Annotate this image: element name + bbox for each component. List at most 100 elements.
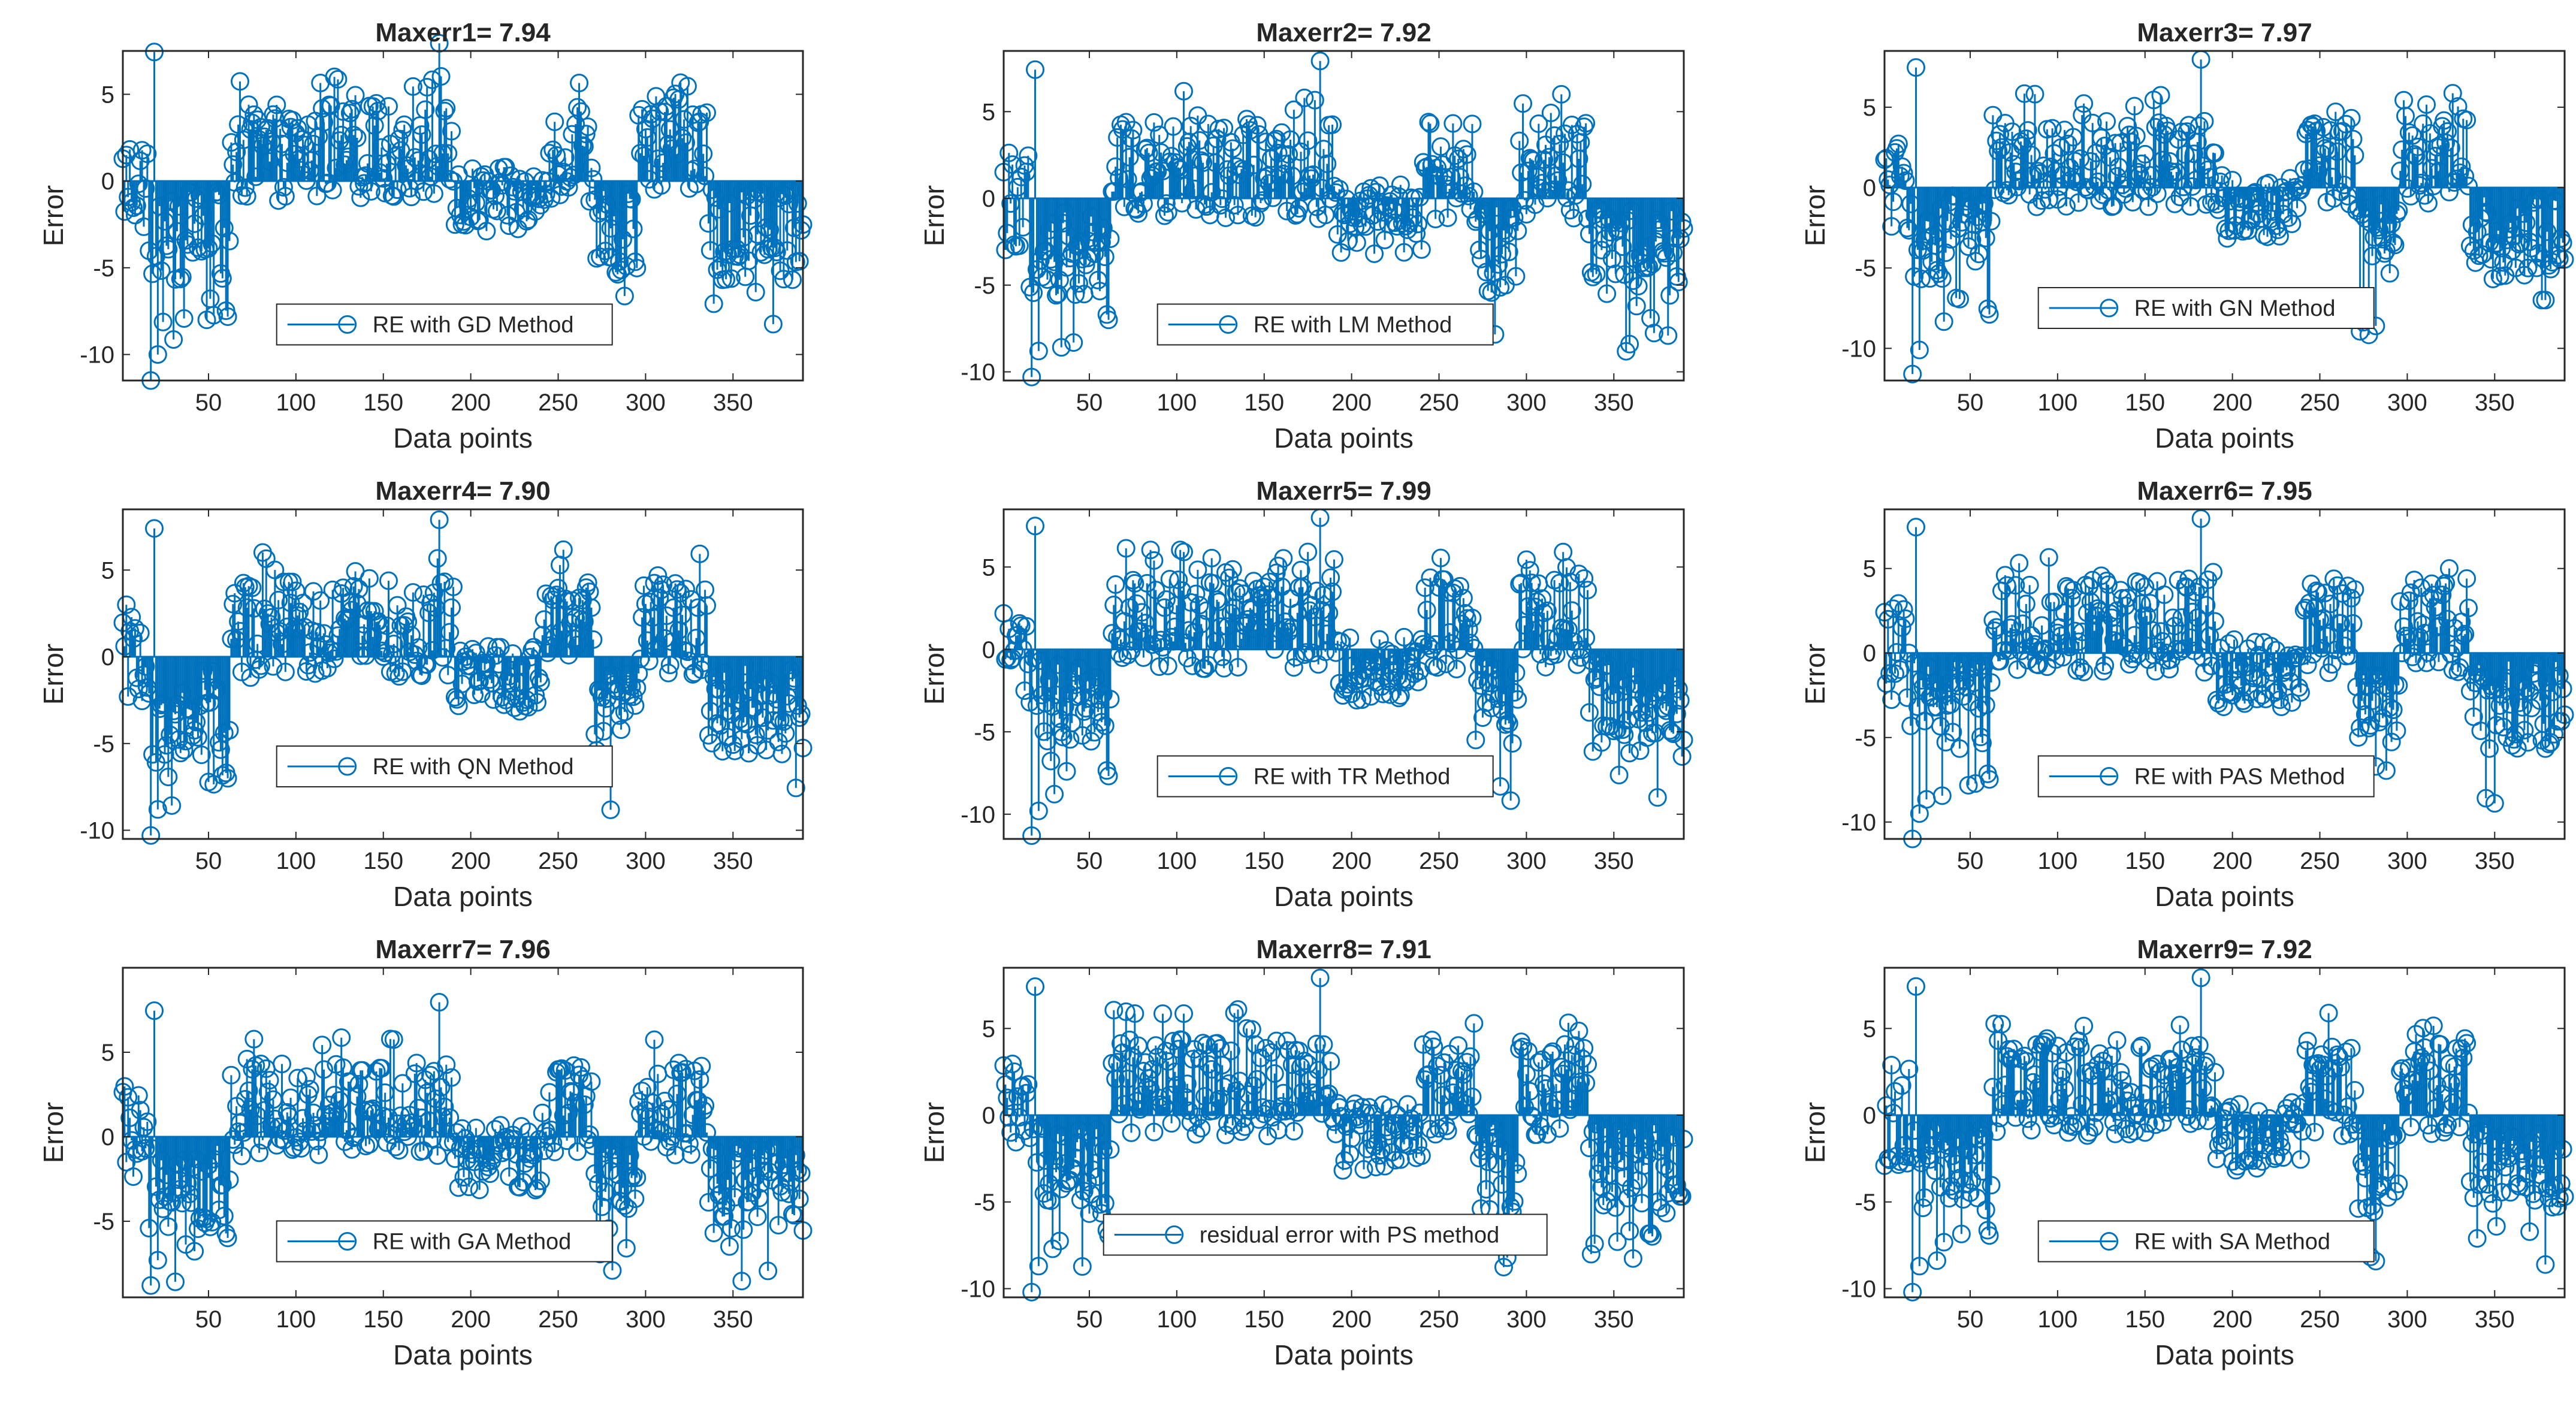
stem-marker	[143, 264, 162, 283]
stem-marker	[2456, 167, 2475, 186]
stem-marker	[472, 684, 491, 704]
stem-marker	[2410, 176, 2429, 195]
stem-marker	[348, 128, 367, 147]
y-axis-label: Error	[1799, 185, 1831, 246]
stem-marker	[276, 662, 295, 681]
x-tick-label: 350	[2475, 390, 2515, 416]
stem-marker	[2529, 244, 2548, 263]
stem-marker	[466, 193, 485, 212]
stem-marker	[1597, 284, 1617, 303]
stem-marker	[321, 96, 340, 115]
stem-marker	[1577, 114, 1596, 133]
stem-marker	[243, 578, 262, 597]
stem-marker	[1641, 309, 1660, 328]
stem-marker	[127, 196, 146, 215]
stem-marker	[528, 693, 547, 712]
y-axis-label: Error	[919, 644, 950, 705]
stem-marker	[1932, 269, 1952, 288]
stem-marker	[1124, 120, 1143, 140]
stem-marker	[325, 649, 344, 668]
y-tick-label: -10	[1841, 336, 1876, 362]
stem-marker	[1515, 191, 1534, 210]
stem-marker	[171, 744, 190, 763]
stem-marker	[1155, 206, 1174, 225]
stem-marker	[517, 690, 536, 709]
stem-marker	[1891, 167, 1910, 186]
stem-marker	[624, 219, 643, 238]
stem-marker	[204, 306, 224, 325]
stem-marker	[159, 768, 178, 787]
stem-marker	[1442, 167, 1461, 186]
stem-marker	[1659, 326, 1678, 345]
stem-marker	[157, 736, 176, 755]
x-tick-label: 50	[1957, 390, 1984, 416]
stem-marker	[1228, 206, 1248, 225]
x-tick-label: 100	[276, 390, 316, 416]
stem-marker	[1099, 310, 1118, 330]
x-axis-label: Data points	[1274, 422, 1414, 454]
y-axis-label: Error	[38, 644, 69, 705]
stem-marker	[2300, 159, 2319, 179]
stem-marker	[288, 119, 307, 138]
stem-marker	[1412, 240, 1431, 259]
panel-title: Maxerr6= 7.95	[2137, 476, 2312, 506]
stem-marker	[633, 99, 652, 119]
stem-marker	[1011, 167, 1031, 186]
stem-marker	[1982, 212, 2001, 231]
legend-label: RE with TR Method	[1254, 765, 1451, 790]
stem-marker	[265, 560, 285, 579]
stem-marker	[673, 128, 692, 147]
legend: RE with QN Method	[276, 745, 613, 787]
stem-marker	[348, 594, 367, 613]
stem-marker	[2260, 174, 2279, 193]
subplot-3: 50 100 150 200 250 300 350 -10 -5 0 5 Maxerr3= 7.97…	[1799, 18, 2574, 454]
stem-marker	[1391, 175, 1410, 194]
stem-marker	[531, 673, 550, 692]
stem-marker	[526, 202, 545, 221]
legend: RE with PAS Method	[2037, 755, 2375, 798]
stem-marker	[613, 230, 632, 249]
stem-marker	[2184, 144, 2203, 164]
stem-marker	[1118, 170, 1137, 189]
stem-marker	[1980, 305, 1999, 324]
stem-marker	[141, 826, 161, 845]
y-tick-label: -10	[1841, 810, 1876, 836]
stem-marker	[746, 282, 765, 301]
stem-marker	[1934, 312, 1953, 331]
x-tick-label: 350	[713, 390, 753, 416]
stem-marker	[1898, 219, 1917, 238]
stem-marker	[734, 228, 753, 247]
stem-marker	[1908, 240, 1927, 259]
stem-marker	[1267, 129, 1286, 149]
stem-marker	[199, 238, 218, 258]
stem-marker	[1428, 158, 1447, 177]
stem-marker	[1508, 221, 1527, 240]
panel-title: Maxerr5= 7.99	[1256, 476, 1431, 506]
stem-marker	[2436, 133, 2456, 152]
stem-marker	[2139, 197, 2158, 216]
stem-marker	[2069, 193, 2088, 212]
stem-marker	[274, 178, 293, 197]
x-tick-label: 100	[1156, 848, 1197, 874]
stem-marker	[1660, 286, 1680, 305]
stem-marker	[2083, 113, 2102, 132]
stem-marker	[1541, 103, 1560, 122]
stem-marker	[1370, 176, 1389, 195]
stem-marker	[2448, 97, 2468, 116]
stem-marker	[763, 315, 783, 334]
stem-marker	[2170, 188, 2190, 207]
legend: RE with GN Method	[2037, 287, 2375, 329]
stem-marker	[547, 146, 566, 165]
stem-marker	[2223, 171, 2242, 190]
stem-marker	[148, 800, 167, 819]
y-tick-label: 0	[982, 637, 995, 663]
stem-marker	[239, 95, 258, 114]
y-tick-label: -5	[93, 255, 114, 282]
stem-marker	[559, 178, 578, 197]
stem-marker	[2148, 184, 2167, 203]
y-tick-label: -5	[93, 731, 114, 757]
stem-marker	[1216, 208, 1236, 227]
stem-marker	[360, 569, 379, 588]
stem-marker	[627, 258, 647, 277]
stem-marker	[398, 612, 418, 631]
